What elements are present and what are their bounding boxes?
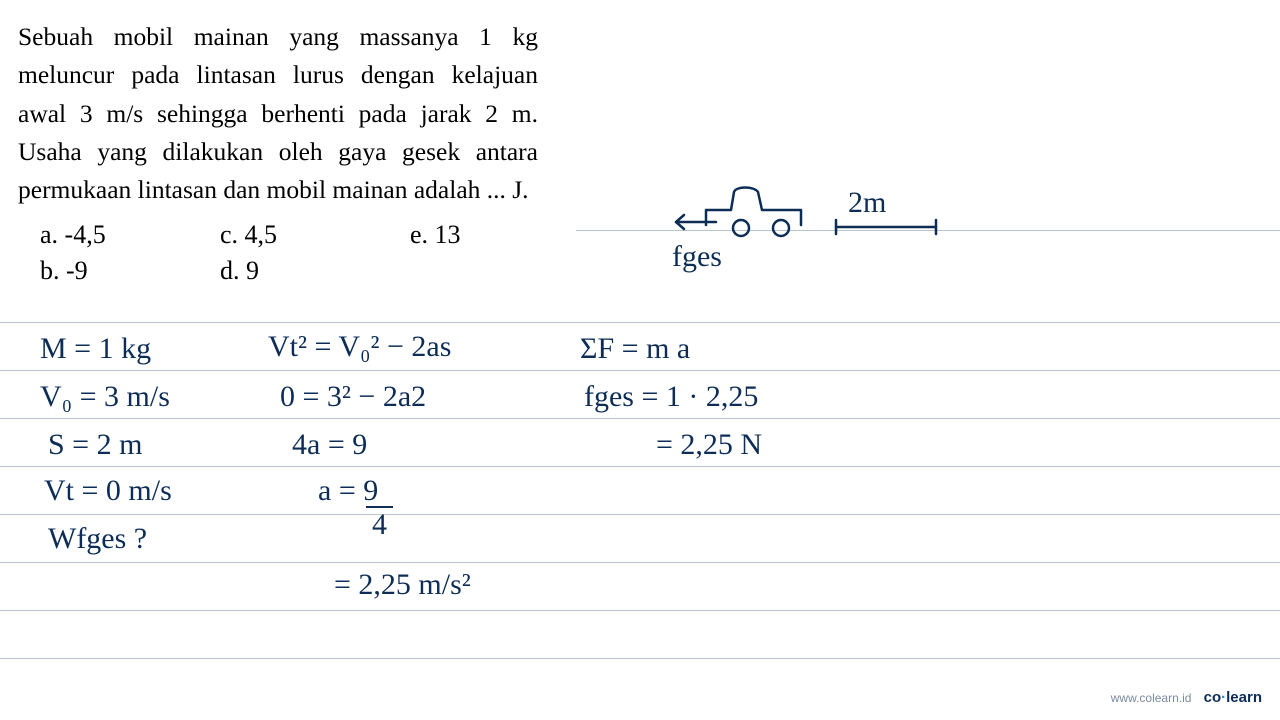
question-block: Sebuah mobil mainan yang massanya 1 kg m… [18, 18, 538, 209]
kinematics-a-num: a = 9 [318, 474, 378, 508]
question-text: Sebuah mobil mainan yang massanya 1 kg m… [18, 18, 538, 209]
paper-line [0, 370, 1280, 371]
page-root: Sebuah mobil mainan yang massanya 1 kg m… [0, 0, 1280, 720]
footer-brand-right: learn [1226, 689, 1262, 706]
option-d: d. 9 [220, 256, 410, 286]
kinematics-sub: 0 = 3² − 2a2 [280, 380, 426, 414]
paper-line [0, 610, 1280, 611]
force-label: fges [672, 240, 722, 274]
options-row-1: a. -4,5 c. 4,5 e. 13 [40, 220, 530, 250]
kinematics-a-den: 4 [366, 506, 393, 542]
distance-label: 2m [848, 186, 886, 220]
paper-line [0, 322, 1280, 323]
kinematics-eq: Vt² = V₀² − 2as [268, 330, 451, 364]
option-a: a. -4,5 [40, 220, 220, 250]
unknown-w: Wfges ? [48, 522, 147, 556]
car-sketch-svg [576, 180, 956, 300]
fges-val: = 2,25 N [656, 428, 762, 462]
fges-sub: fges = 1 · 2,25 [584, 380, 758, 414]
paper-line [0, 418, 1280, 419]
newton-eq: ΣF = m a [580, 332, 690, 366]
kinematics-a-val: = 2,25 m/s² [334, 568, 471, 602]
footer-brand-left: co [1204, 689, 1222, 706]
given-vt: Vt = 0 m/s [44, 474, 172, 508]
option-b: b. -9 [40, 256, 220, 286]
paper-line [0, 514, 1280, 515]
option-e: e. 13 [410, 220, 530, 250]
paper-line [0, 466, 1280, 467]
footer-site: www.colearn.id [1111, 691, 1192, 705]
footer: www.colearn.id co·learn [1111, 689, 1262, 706]
option-c: c. 4,5 [220, 220, 410, 250]
kinematics-4a: 4a = 9 [292, 428, 367, 462]
sketch-area: 2m fges [576, 180, 956, 300]
paper-line [0, 658, 1280, 659]
given-s: S = 2 m [48, 428, 142, 462]
given-v0: V₀ = 3 m/s [40, 380, 170, 414]
paper-line [0, 562, 1280, 563]
options-block: a. -4,5 c. 4,5 e. 13 b. -9 d. 9 [40, 220, 530, 286]
given-mass: M = 1 kg [40, 332, 151, 366]
options-row-2: b. -9 d. 9 [40, 256, 530, 286]
